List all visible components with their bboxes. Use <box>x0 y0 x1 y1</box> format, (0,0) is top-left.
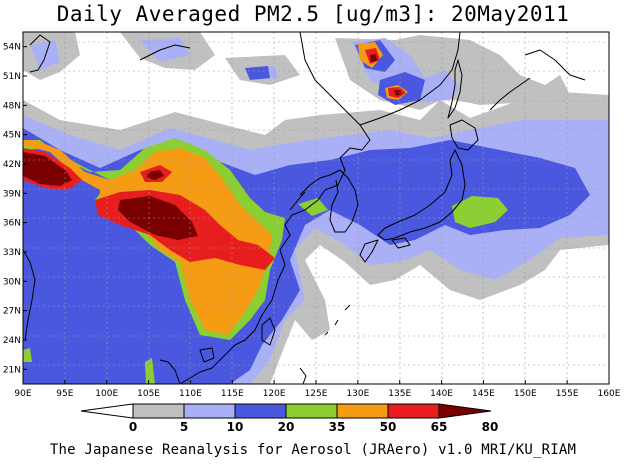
lon-tick-label: 135E <box>388 389 411 399</box>
lon-tick-label: 140E <box>430 389 453 399</box>
lat-tick-label: 39N <box>3 189 21 199</box>
colorbar-label: 35 <box>329 420 346 434</box>
colorbar-label: 0 <box>129 420 137 434</box>
pm25-level-80 <box>147 170 164 180</box>
pm25-level-35 <box>452 196 508 228</box>
pm25-level-35 <box>145 358 155 384</box>
lon-tick-label: 105E <box>137 389 160 399</box>
lon-tick-label: 115E <box>221 389 244 399</box>
colorbar-label: 65 <box>431 420 448 434</box>
pm25-level-80 <box>23 152 72 186</box>
colorbar: 0 5 10 20 35 50 65 80 <box>80 403 499 434</box>
pm25-field <box>23 32 609 384</box>
colorbar-swatch <box>285 403 338 419</box>
pm25-level-20 <box>245 66 270 80</box>
pm25-level-20 <box>28 282 110 315</box>
lon-tick-label: 120E <box>263 389 286 399</box>
lat-tick-label: 42N <box>3 160 21 170</box>
longitude-ticks: 90E 95E 100E 105E 110E 115E 120E 125E 130E 135E 14… <box>14 380 621 399</box>
colorbar-swatch <box>234 403 287 419</box>
colorbar-label: 5 <box>180 420 188 434</box>
lon-tick-label: 125E <box>305 389 328 399</box>
pm25-level-10 <box>30 40 60 70</box>
map-gridlines <box>23 32 609 384</box>
lat-tick-label: 21N <box>3 365 21 375</box>
lon-tick-label: 130E <box>346 389 369 399</box>
lon-tick-label: 155E <box>556 389 579 399</box>
colorbar-swatch <box>336 403 389 419</box>
colorbar-arrow-high <box>438 403 492 419</box>
lat-tick-label: 30N <box>3 277 21 287</box>
lon-tick-label: 90E <box>14 389 31 399</box>
coastlines <box>23 32 586 384</box>
pm25-level-80 <box>394 90 402 96</box>
lat-tick-label: 51N <box>3 72 21 82</box>
lat-tick-label: 36N <box>3 219 21 229</box>
lat-tick-label: 33N <box>3 248 21 258</box>
lat-tick-label: 27N <box>3 307 21 317</box>
lon-tick-label: 100E <box>95 389 118 399</box>
colorbar-label: 50 <box>380 420 397 434</box>
lon-tick-label: 160E <box>598 389 621 399</box>
colorbar-swatch <box>387 403 440 419</box>
pm25-level-10 <box>140 38 190 62</box>
latitude-ticks: 54N 51N 48N 45N 42N 39N 36N 33N 30N 27N 24N 21N <box>3 43 27 375</box>
colorbar-label: 80 <box>482 420 499 434</box>
attribution-footer: The Japanese Reanalysis for Aerosol (JRA… <box>49 442 577 458</box>
pm25-level-80 <box>370 54 377 62</box>
map-title: Daily Averaged PM2.5 [ug/m3]: 20May2011 <box>56 2 570 26</box>
lon-tick-label: 110E <box>179 389 202 399</box>
colorbar-swatch <box>183 403 236 419</box>
lat-tick-label: 48N <box>3 101 21 111</box>
lat-tick-label: 45N <box>3 131 21 141</box>
lat-tick-label: 54N <box>3 43 21 53</box>
pm25-level-35 <box>23 348 32 362</box>
lat-tick-label: 24N <box>3 336 21 346</box>
colorbar-arrow-low <box>80 403 134 419</box>
lon-tick-label: 150E <box>514 389 537 399</box>
colorbar-label: 20 <box>278 420 295 434</box>
lon-tick-label: 145E <box>472 389 495 399</box>
pm25-map: 54N 51N 48N 45N 42N 39N 36N 33N 30N 27N 24N 21N 90E… <box>3 31 621 434</box>
lon-tick-label: 95E <box>56 389 73 399</box>
colorbar-swatch <box>132 403 185 419</box>
pm25-level-35 <box>298 198 328 216</box>
colorbar-label: 10 <box>227 420 244 434</box>
